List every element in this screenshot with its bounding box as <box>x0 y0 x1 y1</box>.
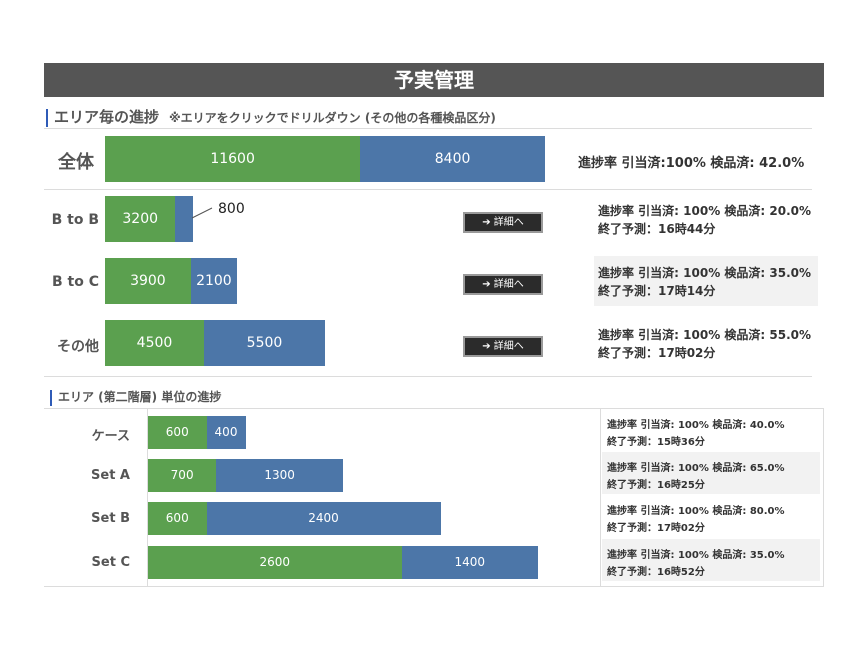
stat-forecast: 終了予測：17時02分 <box>607 523 705 534</box>
stat-forecast: 終了予測：15時36分 <box>607 437 705 448</box>
stat-box: 進捗率 引当済: 100% 検品済: 80.0% 終了予測：17時02分 <box>602 495 820 537</box>
stat-box: 進捗率 引当済: 100% 検品済: 20.0% 終了予測：16時44分 <box>594 194 818 244</box>
sub-area-label[interactable]: Set A <box>91 468 130 483</box>
stat-progress: 進捗率 引当済: 100% 検品済: 35.0% <box>598 266 812 280</box>
total-bar-green: 11600 <box>105 136 361 182</box>
sub-area-label[interactable]: Set B <box>91 511 130 526</box>
stat-box: 進捗率 引当済: 100% 検品済: 55.0% 終了予測：17時02分 <box>594 318 818 368</box>
area-label-total[interactable]: 全体 <box>58 152 94 173</box>
sub-bar-green: 600 <box>148 416 207 449</box>
stat-forecast: 終了予測：17時02分 <box>598 346 716 360</box>
page-title: 予実管理 <box>44 63 824 97</box>
stat-box: 進捗率 引当済: 100% 検品済: 65.0% 終了予測：16時25分 <box>602 452 820 494</box>
section1-note: ※エリアをクリックでドリルダウン (その他の各種検品区分) <box>169 111 496 125</box>
divider <box>823 408 824 586</box>
stat-forecast: 終了予測：16時25分 <box>607 480 705 491</box>
stat-box: 進捗率 引当済: 100% 検品済: 40.0% 終了予測：15時36分 <box>602 409 820 451</box>
section1-title: エリア毎の進捗 <box>54 108 160 126</box>
divider <box>600 408 601 586</box>
stat-forecast: 終了予測：16時44分 <box>598 222 716 236</box>
area-bar[interactable]: 3200 <box>105 196 193 242</box>
stat-progress: 進捗率 引当済: 100% 検品済: 80.0% <box>607 506 785 517</box>
sub-area-bar[interactable]: 2600 1400 <box>148 546 538 579</box>
stat-forecast: 終了予測：17時14分 <box>598 284 716 298</box>
stat-progress: 進捗率 引当済: 100% 検品済: 35.0% <box>607 550 785 561</box>
total-stat: 進捗率 引当済:100% 検品済: 42.0% <box>578 156 805 171</box>
stat-progress: 進捗率 引当済: 100% 検品済: 65.0% <box>607 463 785 474</box>
area-label[interactable]: B to B <box>51 212 99 228</box>
area-bar[interactable]: 4500 5500 <box>105 320 325 366</box>
stat-box: 進捗率 引当済: 100% 検品済: 35.0% 終了予測：16時52分 <box>602 539 820 581</box>
section1-title-wrap: エリア毎の進捗 ※エリアをクリックでドリルダウン (その他の各種検品区分) <box>46 106 496 127</box>
stat-box: 進捗率 引当済: 100% 検品済: 35.0% 終了予測：17時14分 <box>594 256 818 306</box>
divider <box>44 189 812 190</box>
area-bar-green: 3900 <box>105 258 191 304</box>
section-marker <box>46 108 48 127</box>
stat-progress: 進捗率 引当済: 100% 検品済: 40.0% <box>607 420 785 431</box>
divider <box>44 408 824 409</box>
callout-label: 800 <box>218 201 245 217</box>
area-bar-blue: 2100 <box>190 258 237 304</box>
section-marker <box>50 389 52 406</box>
section2-title: エリア (第二階層) 単位の進捗 <box>58 390 222 404</box>
divider <box>44 586 824 587</box>
sub-area-bar[interactable]: 600 2400 <box>148 502 441 535</box>
area-label[interactable]: その他 <box>57 339 99 355</box>
stat-progress: 進捗率 引当済: 100% 検品済: 20.0% <box>598 204 812 218</box>
area-bar-blue: 5500 <box>204 320 325 366</box>
area-bar[interactable]: 3900 2100 <box>105 258 237 304</box>
sub-area-bar[interactable]: 700 1300 <box>148 459 343 492</box>
stat-forecast: 終了予測：16時52分 <box>607 567 705 578</box>
sub-area-bar[interactable]: 600 400 <box>148 416 246 449</box>
total-bar[interactable]: 11600 8400 <box>105 136 545 182</box>
section2-title-wrap: エリア (第二階層) 単位の進捗 <box>50 388 221 406</box>
area-bar-green: 4500 <box>105 320 204 366</box>
sub-bar-blue: 400 <box>206 416 246 449</box>
stat-progress: 進捗率 引当済: 100% 検品済: 55.0% <box>598 328 812 342</box>
area-bar-blue <box>175 196 193 242</box>
total-bar-blue: 8400 <box>360 136 545 182</box>
sub-area-label[interactable]: Set C <box>91 555 130 570</box>
sub-area-label[interactable]: ケース <box>91 429 130 444</box>
area-label[interactable]: B to C <box>51 274 99 290</box>
sub-bar-green: 700 <box>148 459 217 492</box>
detail-button[interactable]: ➔ 詳細へ <box>463 336 543 357</box>
detail-button[interactable]: ➔ 詳細へ <box>463 212 543 233</box>
divider <box>147 408 148 586</box>
area-bar-green: 3200 <box>105 196 176 242</box>
divider <box>44 128 812 129</box>
divider <box>44 376 812 377</box>
sub-bar-green: 2600 <box>148 546 402 579</box>
sub-bar-blue: 2400 <box>206 502 441 535</box>
detail-button[interactable]: ➔ 詳細へ <box>463 274 543 295</box>
sub-bar-blue: 1300 <box>216 459 343 492</box>
callout-line <box>191 207 213 219</box>
sub-bar-blue: 1400 <box>401 546 538 579</box>
sub-bar-green: 600 <box>148 502 207 535</box>
